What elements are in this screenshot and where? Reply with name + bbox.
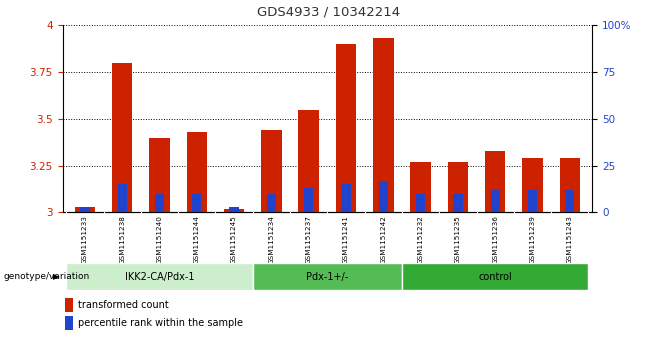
Bar <box>74 207 95 212</box>
Bar <box>416 193 425 212</box>
Bar <box>378 180 388 212</box>
Text: control: control <box>478 272 512 282</box>
Text: GSM1151233: GSM1151233 <box>82 215 88 264</box>
Bar <box>304 188 313 212</box>
Bar <box>118 184 127 212</box>
Text: GSM1151239: GSM1151239 <box>530 215 536 264</box>
Text: GSM1151245: GSM1151245 <box>231 215 237 264</box>
Bar <box>559 158 580 212</box>
Bar <box>253 263 402 290</box>
Bar <box>112 63 132 212</box>
Text: GSM1151236: GSM1151236 <box>492 215 498 264</box>
Bar <box>66 263 253 290</box>
Text: GSM1151234: GSM1151234 <box>268 215 274 264</box>
Bar <box>80 207 89 212</box>
Bar <box>565 190 574 212</box>
Text: GSM1151238: GSM1151238 <box>119 215 125 264</box>
Text: transformed count: transformed count <box>78 300 169 310</box>
Bar <box>491 190 500 212</box>
Bar <box>65 298 73 312</box>
Text: ▶: ▶ <box>53 272 59 281</box>
Bar <box>186 132 207 212</box>
Bar <box>149 138 170 212</box>
Text: GSM1151242: GSM1151242 <box>380 215 386 264</box>
Bar <box>336 44 356 212</box>
Bar <box>261 130 282 212</box>
Text: GSM1151243: GSM1151243 <box>567 215 573 264</box>
Bar <box>65 316 73 330</box>
Bar <box>299 110 319 212</box>
Text: GSM1151237: GSM1151237 <box>306 215 312 264</box>
Bar <box>266 193 276 212</box>
Bar <box>411 162 431 212</box>
Bar <box>224 209 244 212</box>
Text: GDS4933 / 10342214: GDS4933 / 10342214 <box>257 5 401 19</box>
Bar <box>485 151 505 212</box>
Bar <box>528 190 537 212</box>
Bar <box>402 263 588 290</box>
Text: GSM1151235: GSM1151235 <box>455 215 461 264</box>
Text: genotype/variation: genotype/variation <box>3 272 89 281</box>
Text: GSM1151241: GSM1151241 <box>343 215 349 264</box>
Text: GSM1151244: GSM1151244 <box>194 215 200 264</box>
Bar <box>192 193 201 212</box>
Text: GSM1151232: GSM1151232 <box>418 215 424 264</box>
Bar <box>447 162 468 212</box>
Text: percentile rank within the sample: percentile rank within the sample <box>78 318 243 328</box>
Bar <box>522 158 543 212</box>
Bar <box>230 207 239 212</box>
Bar <box>155 193 164 212</box>
Text: IKK2-CA/Pdx-1: IKK2-CA/Pdx-1 <box>125 272 194 282</box>
Bar <box>453 193 463 212</box>
Bar <box>373 38 393 212</box>
Text: GSM1151240: GSM1151240 <box>157 215 163 264</box>
Text: Pdx-1+/-: Pdx-1+/- <box>306 272 349 282</box>
Bar <box>342 184 351 212</box>
